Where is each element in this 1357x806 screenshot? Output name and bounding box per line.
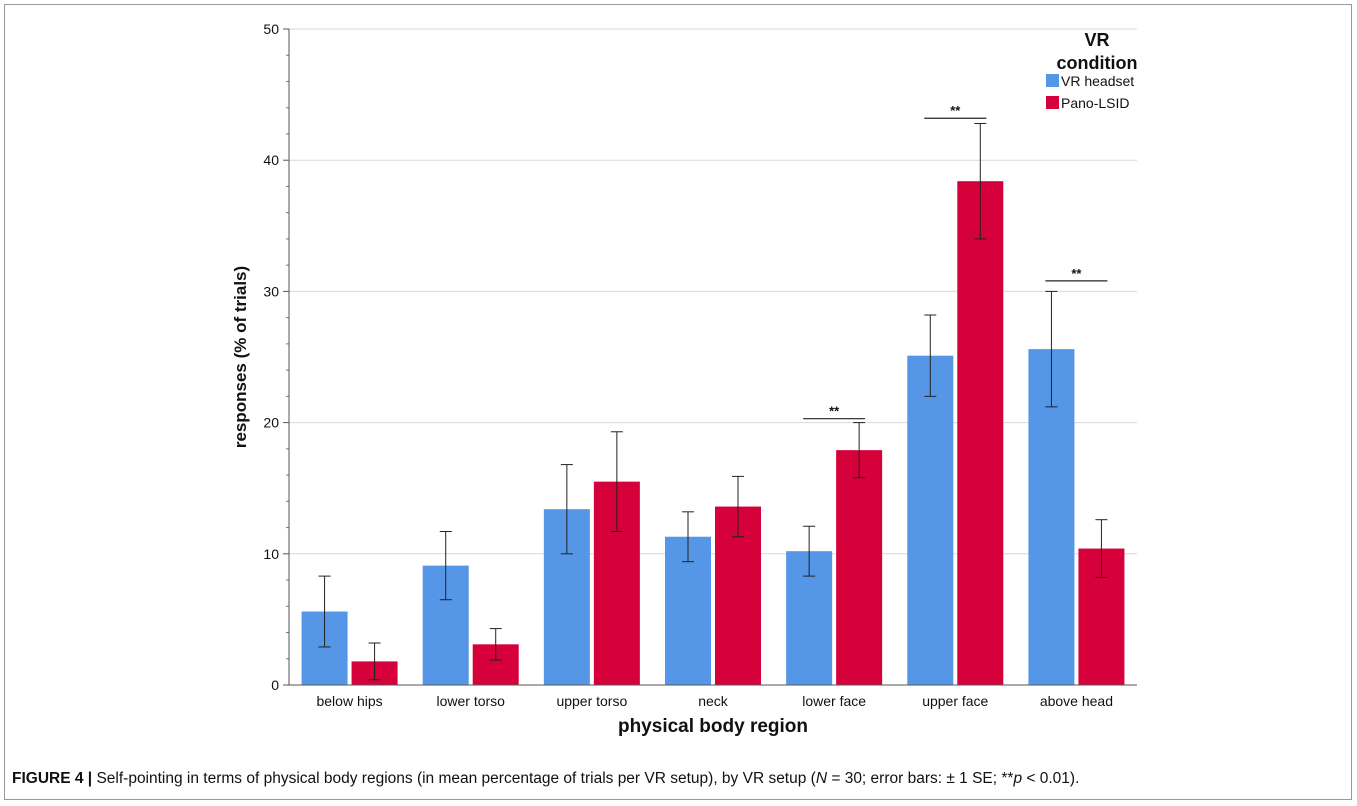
y-tick-label: 20 [263, 415, 279, 431]
figure-caption: FIGURE 4 | Self-pointing in terms of phy… [12, 770, 1342, 788]
legend-entry: VR headset [1061, 73, 1134, 89]
significance-markers: ** ** ** [803, 103, 1108, 420]
x-tick-label: lower torso [436, 693, 505, 709]
axes [288, 29, 1137, 686]
y-tick-label: 0 [271, 677, 279, 693]
y-tick-label: 50 [263, 21, 279, 37]
caption-n-symbol: N [815, 770, 828, 787]
y-axis-label: responses (% of trials) [231, 266, 250, 448]
x-tick-label: lower face [802, 693, 866, 709]
caption-figure-label: FIGURE 4 | [12, 770, 93, 787]
x-tick-label: below hips [316, 693, 382, 709]
bar-pano-lsid-lower-face [836, 450, 883, 685]
legend-title: VR [1084, 30, 1109, 50]
x-tick-label: upper face [922, 693, 988, 709]
significance-label: ** [950, 103, 961, 118]
caption-text-3: < 0.01). [1022, 770, 1080, 787]
x-tick-label: neck [698, 693, 729, 709]
bar-vr-headset-upper-face [907, 355, 954, 685]
gridlines [289, 28, 1137, 555]
error-bars [318, 122, 1108, 681]
x-axis-label: physical body region [618, 716, 808, 737]
bar-chart: 0 10 20 30 40 50 ** ** ** below hips lower torso… [231, 21, 1137, 737]
y-tick-label: 10 [263, 546, 279, 562]
x-tick-label: upper torso [556, 693, 627, 709]
figure-frame [4, 4, 1352, 800]
caption-text-1: Self-pointing in terms of physical body … [92, 770, 816, 787]
legend-entry: Pano-LSID [1061, 95, 1129, 111]
y-tick-label: 40 [263, 152, 279, 168]
significance-label: ** [1071, 266, 1082, 281]
caption-text-2: = 30; error bars: ± 1 SE; ** [827, 770, 1014, 787]
y-axis-ticks: 0 10 20 30 40 50 [263, 21, 289, 693]
significance-label: ** [829, 404, 840, 419]
x-axis-tick-labels: below hips lower torso upper torso neck lowe… [316, 693, 1113, 709]
legend-title: condition [1057, 53, 1138, 73]
x-tick-label: above head [1040, 693, 1113, 709]
legend-swatch [1046, 74, 1059, 87]
caption-p-symbol: p [1013, 770, 1023, 787]
bar-pano-lsid-upper-face [957, 181, 1004, 685]
y-tick-label: 30 [263, 283, 279, 299]
legend-swatch [1046, 96, 1059, 109]
bars [301, 181, 1125, 685]
